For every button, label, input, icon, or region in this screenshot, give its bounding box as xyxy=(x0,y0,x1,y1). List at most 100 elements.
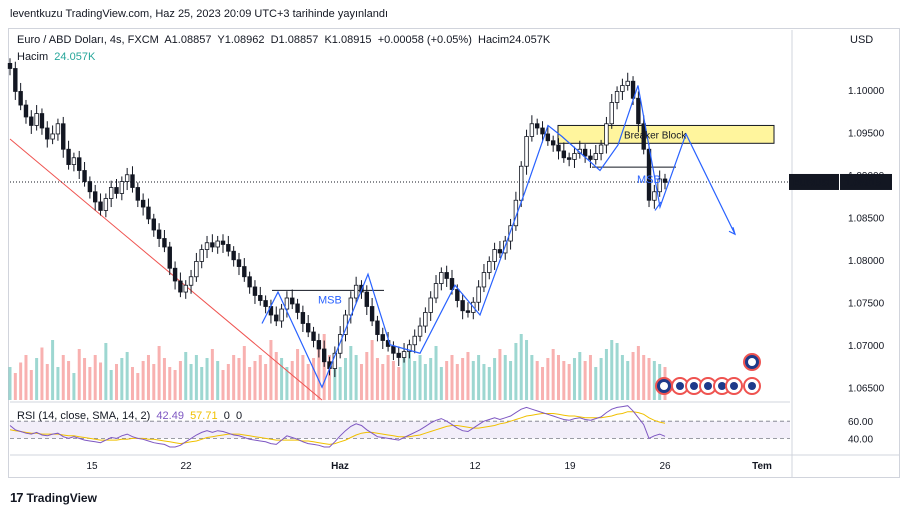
volume-bar xyxy=(152,364,156,400)
volume-bar xyxy=(56,367,60,400)
x-tick-label: 15 xyxy=(86,461,98,472)
candle-body xyxy=(167,246,172,269)
volume-bar xyxy=(285,367,289,400)
small-arrow-icon xyxy=(654,201,662,211)
publish-caption: leventkuzu TradingView.com, Haz 25, 2023… xyxy=(10,8,388,20)
economic-event-icon-inner xyxy=(730,382,738,390)
candle-body xyxy=(465,310,471,313)
candle-body xyxy=(550,140,556,146)
volume-bar xyxy=(636,346,640,400)
x-tick-label: 19 xyxy=(564,461,576,472)
currency-label: USD xyxy=(850,34,874,46)
candle-body xyxy=(61,123,66,150)
volume-bar xyxy=(296,349,300,400)
candle-body xyxy=(311,331,316,341)
candle-body xyxy=(380,334,385,341)
candle-body xyxy=(641,123,646,150)
volume-bar xyxy=(525,340,529,400)
volume-bar xyxy=(530,355,534,400)
volume-bar xyxy=(370,340,374,400)
volume-bar xyxy=(333,361,337,400)
symbol-badge xyxy=(789,173,839,190)
volume-bar xyxy=(599,358,603,400)
candle-body xyxy=(231,250,236,261)
legend-change: +0.00058 (+0.05%) xyxy=(377,34,472,46)
candle-body xyxy=(604,123,609,146)
volume-bar xyxy=(578,352,582,400)
candle-body xyxy=(316,340,322,350)
volume-bar xyxy=(290,361,294,400)
candle-body xyxy=(252,286,258,296)
candle-body xyxy=(258,295,263,301)
volume-bar xyxy=(45,364,49,400)
rsi-extra2: 0 xyxy=(235,410,243,422)
economic-event-icon-inner xyxy=(748,358,756,366)
volume-bar xyxy=(626,361,630,400)
volume-bar xyxy=(258,355,262,400)
economic-event-icon-inner xyxy=(676,382,684,390)
volume-bar xyxy=(471,361,475,400)
candle-body xyxy=(124,174,130,182)
brand-name: TradingView xyxy=(26,490,97,505)
legend-high: Y1.08962 xyxy=(217,34,265,46)
candle-body xyxy=(545,133,551,142)
candle-body xyxy=(50,133,55,140)
volume-bar xyxy=(343,358,347,400)
volume-bar xyxy=(615,343,619,400)
chart-frame[interactable] xyxy=(8,28,900,478)
volume-bar xyxy=(125,352,129,400)
volume-bar xyxy=(115,364,119,400)
candle-body xyxy=(7,63,13,69)
candle-body xyxy=(71,157,77,165)
volume-bar xyxy=(146,355,150,400)
y-tick-label: 1.08500 xyxy=(848,213,885,224)
candle-body xyxy=(130,174,135,188)
volume-bar xyxy=(349,346,353,400)
volume-bar xyxy=(51,340,55,400)
volume-bar xyxy=(248,367,252,400)
volume-bar xyxy=(301,355,305,400)
candle-body xyxy=(534,123,540,129)
volume-bar xyxy=(317,343,321,400)
candle-body xyxy=(55,123,61,135)
candle-body xyxy=(274,314,279,322)
x-tick-label: 12 xyxy=(469,461,481,472)
candle-body xyxy=(29,116,34,126)
candle-body xyxy=(519,165,524,201)
candle-body xyxy=(284,297,290,310)
projection-arrow-icon xyxy=(728,227,736,236)
candle-body xyxy=(119,181,125,194)
y-tick-label: 1.10000 xyxy=(848,86,885,97)
candle-body xyxy=(114,187,119,194)
candle-body xyxy=(487,261,492,273)
candle-body xyxy=(23,104,29,118)
candle-body xyxy=(151,218,156,231)
volume-bar xyxy=(242,346,246,400)
volume-bar xyxy=(397,367,401,400)
volume-bar xyxy=(572,358,576,400)
volume-bar xyxy=(407,349,411,400)
candle-body xyxy=(391,346,396,354)
projection-path xyxy=(261,85,736,389)
volume-bar xyxy=(29,370,33,400)
candle-body xyxy=(566,157,572,160)
volume-bar xyxy=(8,367,12,400)
volume-bar xyxy=(503,355,507,400)
candle-body xyxy=(77,157,82,171)
volume-bar xyxy=(189,364,193,400)
candle-body xyxy=(630,80,636,99)
volume-bar xyxy=(162,358,166,400)
candle-body xyxy=(481,272,487,288)
candle-body xyxy=(598,144,604,154)
rsi-band xyxy=(10,421,790,439)
volume-bar xyxy=(551,349,555,400)
volume-bar xyxy=(541,367,545,400)
candle-body xyxy=(449,278,455,290)
volume-bar xyxy=(423,364,427,400)
candle-body xyxy=(247,276,252,288)
volume-bar xyxy=(328,355,332,400)
candle-body xyxy=(412,335,417,346)
tradingview-brand[interactable]: 17 TradingView xyxy=(10,490,97,505)
volume-bar xyxy=(477,355,481,400)
